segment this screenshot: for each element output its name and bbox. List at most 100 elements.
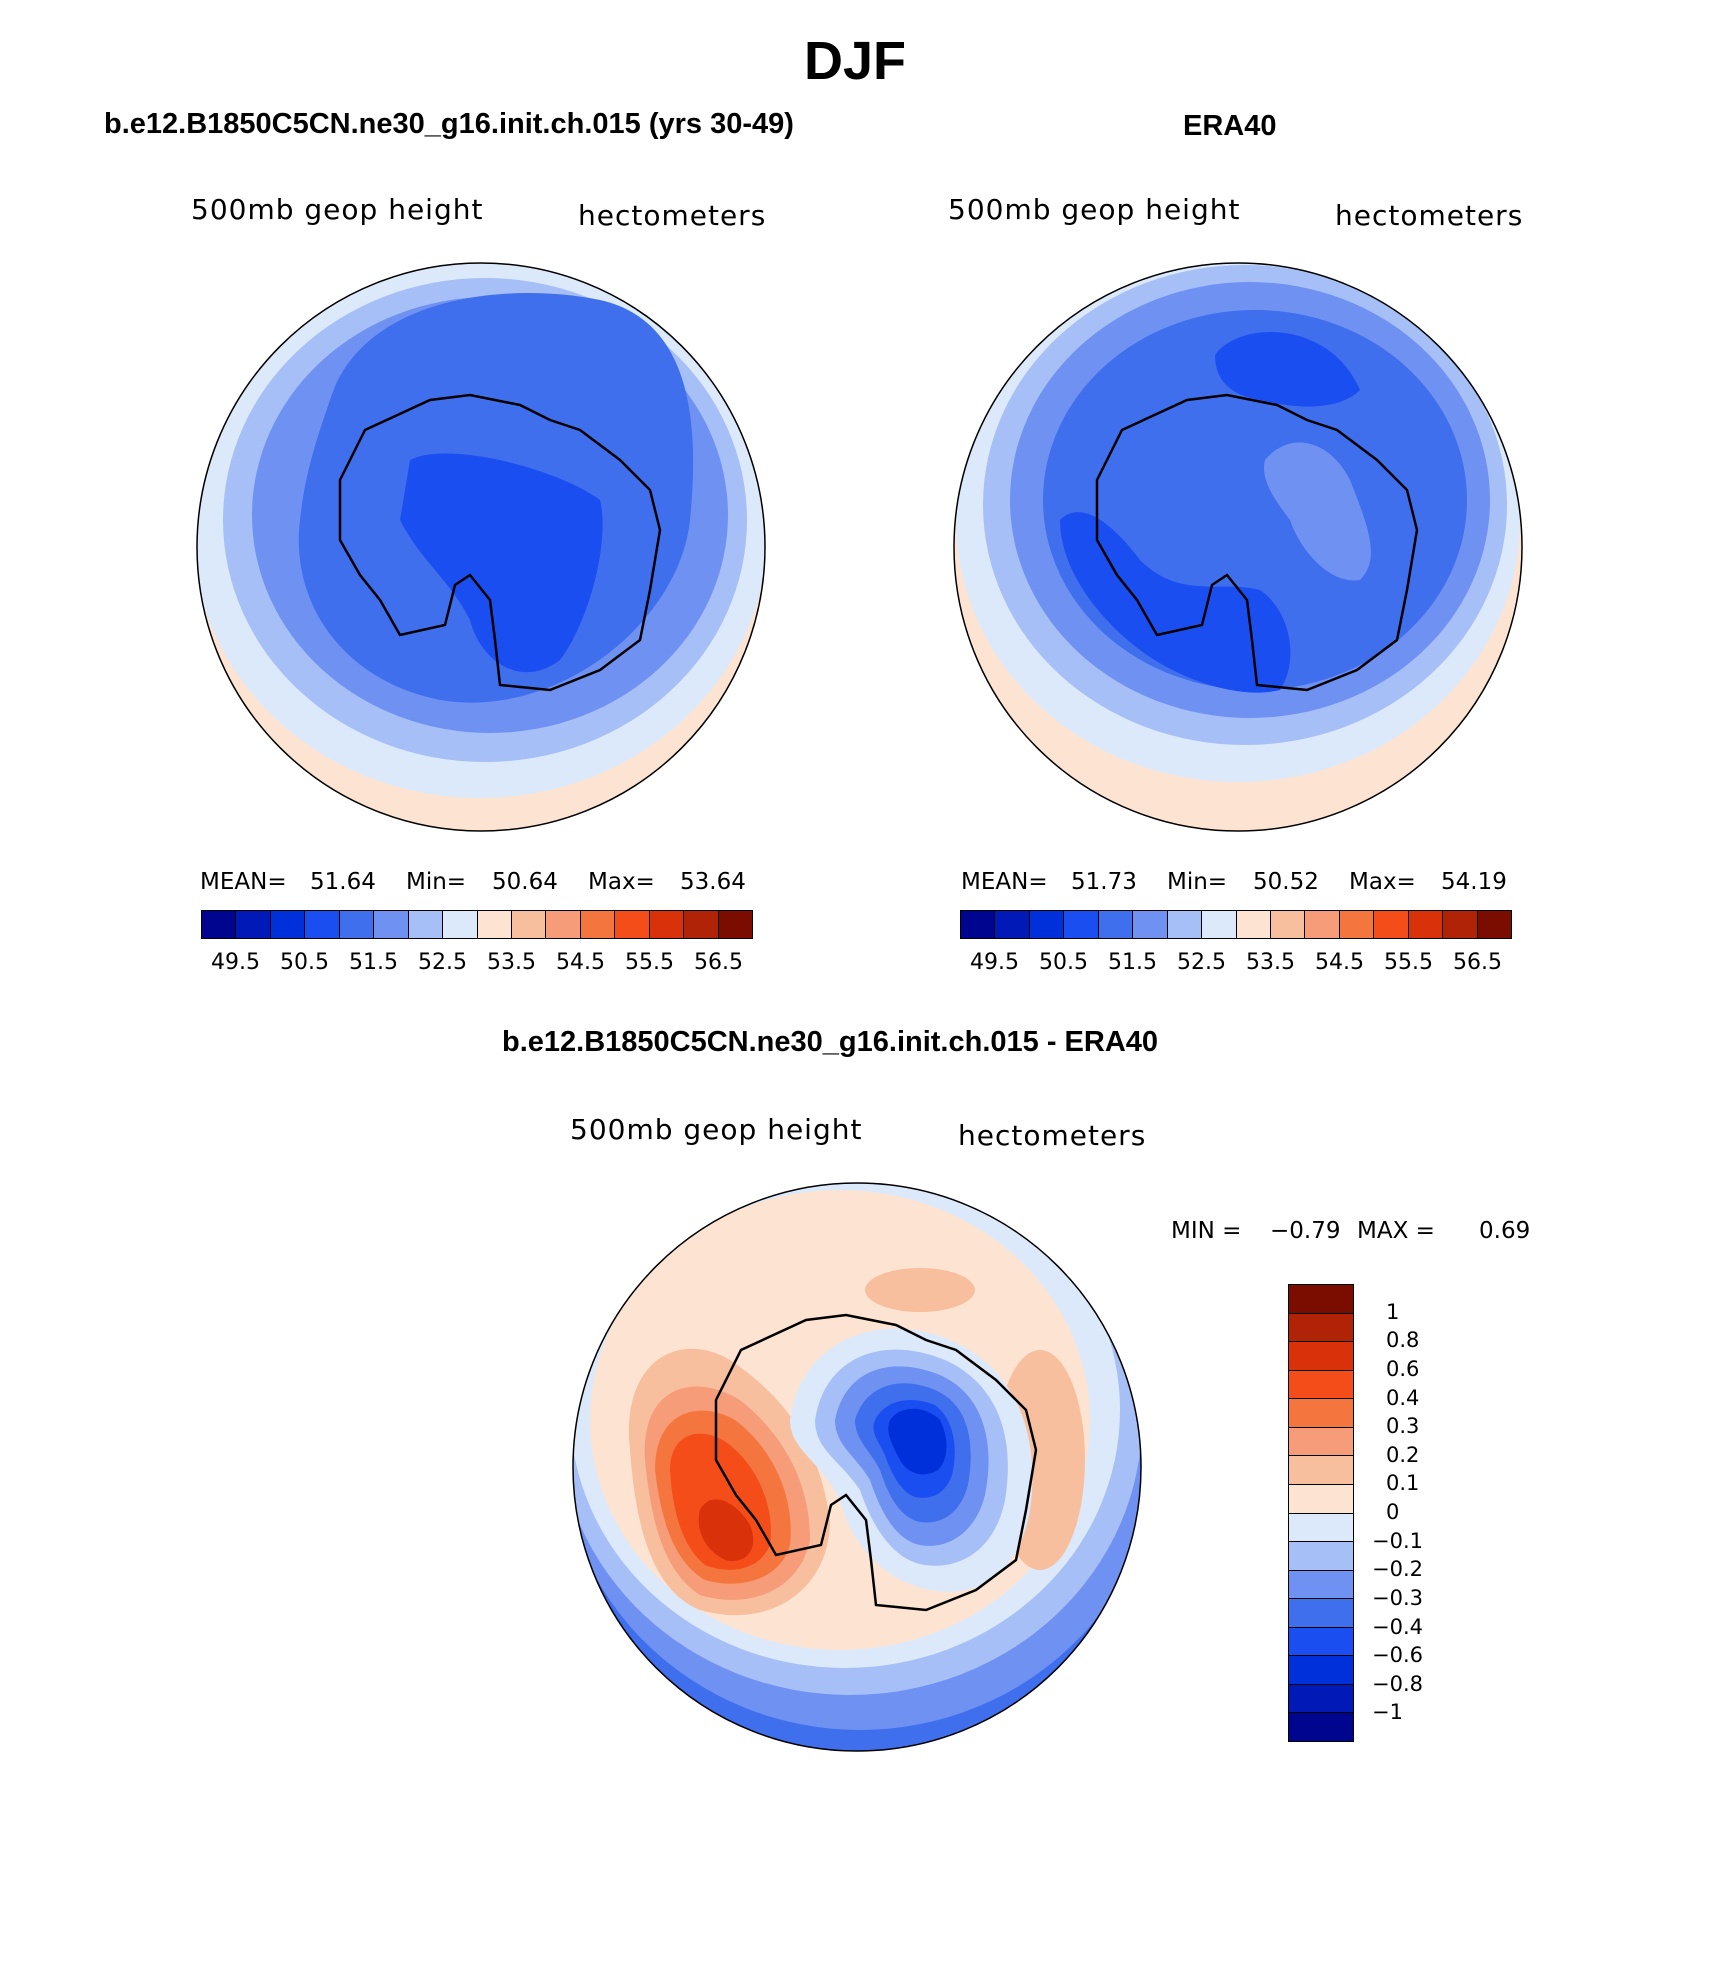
colorbar-swatch — [1270, 911, 1306, 938]
colorbar-swatch — [1289, 1427, 1353, 1457]
colorbar-swatch — [718, 911, 752, 938]
colorbar-tick-label: 0.2 — [1386, 1442, 1420, 1467]
colorbar-swatch — [684, 911, 719, 938]
panel-3-title: b.e12.B1850C5CN.ne30_g16.init.ch.015 - E… — [502, 1026, 1159, 1058]
colorbar-swatch — [511, 911, 547, 938]
colorbar-tick-label: 0.8 — [1386, 1328, 1420, 1353]
colorbar-swatch — [1289, 1513, 1353, 1543]
colorbar-swatch — [1289, 1684, 1353, 1714]
colorbar-tick-label: 0.4 — [1386, 1385, 1420, 1410]
colorbar-swatch — [1374, 911, 1409, 938]
colorbar-swatch — [995, 911, 1030, 938]
panel-2-colorbar — [960, 910, 1512, 939]
panel-3-min-value: −0.79 — [1270, 1218, 1341, 1244]
panel-2-max-label: Max= — [1349, 869, 1416, 895]
panel-2-units: hectometers — [1335, 199, 1524, 232]
colorbar-swatch — [1289, 1570, 1353, 1600]
colorbar-tick-label: −0.6 — [1372, 1643, 1423, 1668]
colorbar-tick-label: 49.5 — [211, 950, 260, 975]
colorbar-swatch — [270, 911, 306, 938]
panel-3-colorbar — [1288, 1284, 1354, 1742]
colorbar-swatch — [1289, 1484, 1353, 1514]
colorbar-swatch — [1289, 1656, 1353, 1685]
colorbar-swatch — [202, 911, 237, 938]
panel-1-mean-label: MEAN= — [200, 869, 287, 895]
colorbar-swatch — [1133, 911, 1168, 938]
colorbar-swatch — [1289, 1313, 1353, 1343]
colorbar-swatch — [1289, 1285, 1353, 1314]
colorbar-tick-label: 56.5 — [694, 950, 743, 975]
figure-title: DJF — [803, 31, 906, 91]
colorbar-swatch — [305, 911, 340, 938]
panel-2-min-value: 50.52 — [1253, 869, 1319, 895]
colorbar-tick-label: 52.5 — [1177, 950, 1226, 975]
panel-1-min-label: Min= — [406, 869, 467, 895]
colorbar-swatch — [1289, 1370, 1353, 1400]
panel-2-mean-label: MEAN= — [961, 869, 1048, 895]
panel-1-min-value: 50.64 — [492, 869, 558, 895]
panel-1-max-label: Max= — [588, 869, 655, 895]
panel-1-max-value: 53.64 — [680, 869, 746, 895]
colorbar-swatch — [1098, 911, 1134, 938]
colorbar-swatch — [1029, 911, 1065, 938]
colorbar-tick-label: 56.5 — [1453, 950, 1502, 975]
colorbar-tick-label: 54.5 — [1315, 950, 1364, 975]
panel-2-variable: 500mb geop height — [948, 193, 1241, 226]
colorbar-swatch — [961, 911, 996, 938]
colorbar-tick-label: 0.3 — [1386, 1414, 1420, 1439]
colorbar-tick-label: 51.5 — [349, 950, 398, 975]
colorbar-swatch — [408, 911, 444, 938]
colorbar-swatch — [236, 911, 271, 938]
colorbar-tick-label: −1 — [1372, 1700, 1403, 1725]
colorbar-swatch — [1289, 1342, 1353, 1371]
colorbar-tick-label: 1 — [1386, 1299, 1400, 1324]
colorbar-tick-label: 0.6 — [1386, 1356, 1420, 1381]
colorbar-swatch — [339, 911, 375, 938]
colorbar-tick-label: 55.5 — [625, 950, 674, 975]
colorbar-tick-label: 50.5 — [1039, 950, 1088, 975]
colorbar-swatch — [1305, 911, 1340, 938]
panel-2-mean-value: 51.73 — [1071, 869, 1137, 895]
colorbar-swatch — [374, 911, 409, 938]
panel-1-variable: 500mb geop height — [191, 193, 484, 226]
panel-3-colorbar-ticks: 1 0.8 0.6 0.4 0.3 0.2 0.1 0 −0.1 −0.2 −0.3 −0.4 −0.6… — [1372, 1284, 1492, 1742]
colorbar-tick-label: 54.5 — [556, 950, 605, 975]
colorbar-tick-label: −0.1 — [1372, 1528, 1423, 1553]
colorbar-swatch — [1289, 1399, 1353, 1428]
colorbar-tick-label: −0.8 — [1372, 1671, 1423, 1696]
colorbar-tick-label: 49.5 — [970, 950, 1019, 975]
colorbar-swatch — [1064, 911, 1099, 938]
colorbar-tick-label: −0.2 — [1372, 1557, 1423, 1582]
colorbar-tick-label: 53.5 — [487, 950, 536, 975]
colorbar-swatch — [1339, 911, 1375, 938]
colorbar-swatch — [1236, 911, 1271, 938]
colorbar-swatch — [546, 911, 581, 938]
panel-3-min-label: MIN = — [1171, 1218, 1242, 1244]
colorbar-swatch — [1443, 911, 1478, 938]
panel-1-units: hectometers — [578, 199, 767, 232]
colorbar-tick-label: 50.5 — [280, 950, 329, 975]
panel-1-colorbar-ticks: 49.5 50.5 51.5 52.5 53.5 54.5 55.5 56.5 — [201, 950, 753, 978]
colorbar-swatch — [1408, 911, 1444, 938]
panel-3-max-label: MAX = — [1357, 1218, 1435, 1244]
panel-2-colorbar-ticks: 49.5 50.5 51.5 52.5 53.5 54.5 55.5 56.5 — [960, 950, 1512, 978]
colorbar-swatch — [1289, 1542, 1353, 1571]
panel-3-variable: 500mb geop height — [570, 1113, 863, 1146]
colorbar-swatch — [477, 911, 512, 938]
colorbar-swatch — [1477, 911, 1511, 938]
colorbar-swatch — [1289, 1456, 1353, 1485]
colorbar-swatch — [1167, 911, 1203, 938]
colorbar-tick-label: 52.5 — [418, 950, 467, 975]
colorbar-swatch — [443, 911, 478, 938]
colorbar-swatch — [1202, 911, 1237, 938]
colorbar-swatch — [1289, 1599, 1353, 1628]
colorbar-tick-label: 55.5 — [1384, 950, 1433, 975]
colorbar-swatch — [1289, 1713, 1353, 1741]
colorbar-swatch — [615, 911, 650, 938]
colorbar-swatch — [580, 911, 616, 938]
colorbar-swatch — [1289, 1627, 1353, 1657]
panel-3-max-value: 0.69 — [1479, 1218, 1531, 1244]
